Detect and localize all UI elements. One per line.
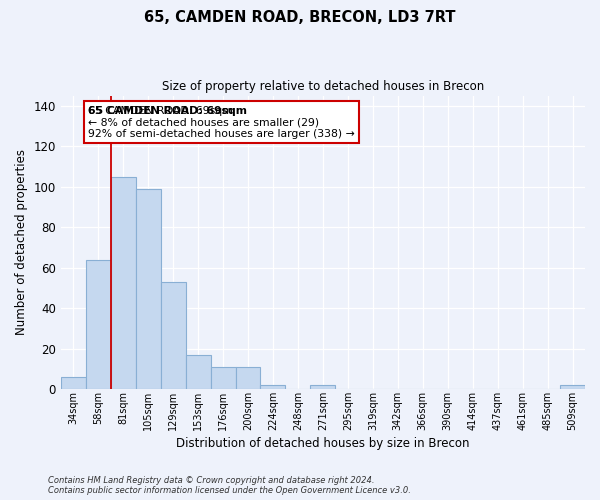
Bar xyxy=(111,176,136,390)
Bar xyxy=(236,367,260,390)
Bar xyxy=(136,188,161,390)
Bar xyxy=(161,282,185,390)
Text: 65 CAMDEN ROAD: 69sqm: 65 CAMDEN ROAD: 69sqm xyxy=(88,106,247,116)
Text: 65 CAMDEN ROAD: 69sqm
← 8% of detached houses are smaller (29)
92% of semi-detac: 65 CAMDEN ROAD: 69sqm ← 8% of detached h… xyxy=(88,106,355,139)
Bar xyxy=(560,385,585,390)
X-axis label: Distribution of detached houses by size in Brecon: Distribution of detached houses by size … xyxy=(176,437,470,450)
Text: Contains HM Land Registry data © Crown copyright and database right 2024.
Contai: Contains HM Land Registry data © Crown c… xyxy=(48,476,411,495)
Bar xyxy=(211,367,236,390)
Title: Size of property relative to detached houses in Brecon: Size of property relative to detached ho… xyxy=(162,80,484,93)
Bar xyxy=(86,260,111,390)
Y-axis label: Number of detached properties: Number of detached properties xyxy=(15,150,28,336)
Bar xyxy=(310,385,335,390)
Bar xyxy=(185,355,211,390)
Text: 65, CAMDEN ROAD, BRECON, LD3 7RT: 65, CAMDEN ROAD, BRECON, LD3 7RT xyxy=(144,10,456,25)
Bar xyxy=(260,385,286,390)
Bar xyxy=(61,377,86,390)
